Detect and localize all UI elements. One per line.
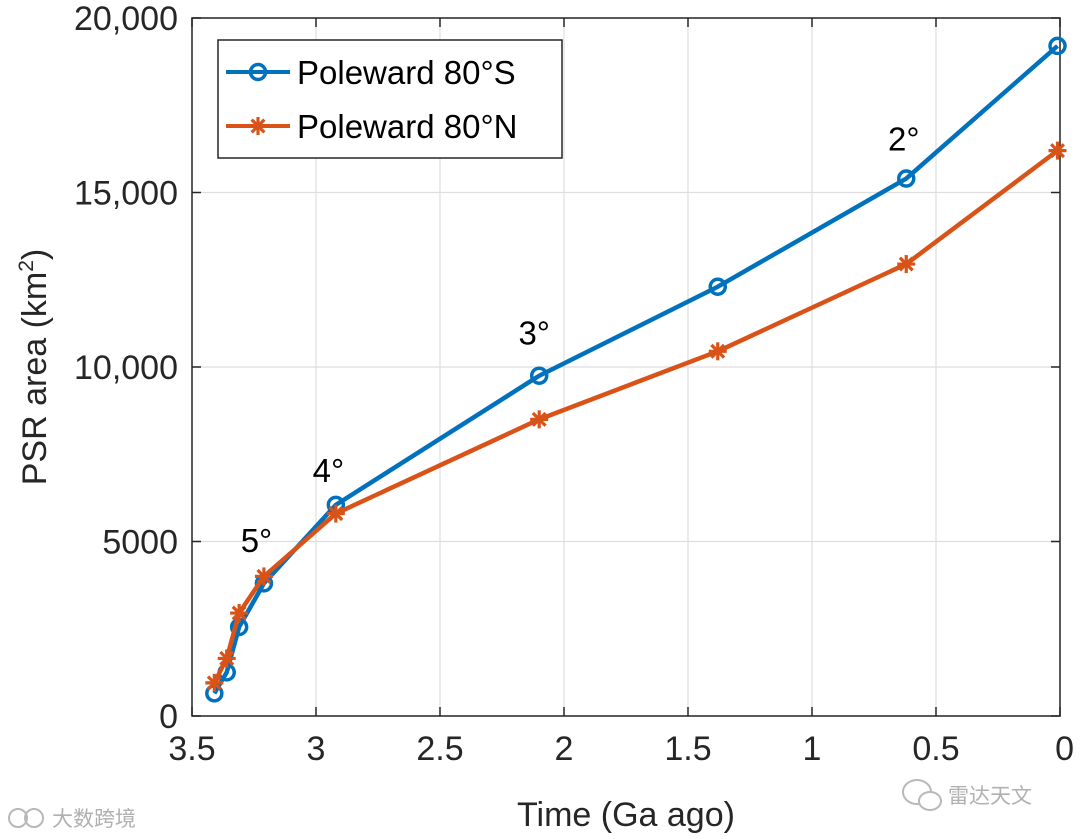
y-axis-label-main: PSR area (km <box>16 272 54 486</box>
legend: Poleward 80°S Poleward 80°N <box>217 39 563 159</box>
data-point <box>708 277 728 296</box>
x-tick-label: 1 <box>803 730 822 768</box>
y-axis-label: PSR area (km2) <box>15 249 54 486</box>
y-tick-label: 15,000 <box>74 175 178 213</box>
annotation-label: 2° <box>888 121 920 158</box>
watermark-left-text: 大数跨境 <box>52 807 136 831</box>
x-tick-label: 3 <box>307 730 326 768</box>
data-point <box>326 504 345 523</box>
series-layer <box>205 36 1067 703</box>
x-tick-label: 3.5 <box>168 730 215 768</box>
x-axis-label: Time (Ga ago) <box>517 796 735 834</box>
data-point <box>254 567 273 586</box>
data-point <box>708 342 727 361</box>
data-point <box>530 410 549 429</box>
wechat-icon-2 <box>918 791 942 811</box>
ticks: 3.5 3 2.5 2 1.5 1 0.5 0 0 5000 10,000 15,000 20,000 <box>74 0 1074 768</box>
data-point <box>205 673 224 692</box>
x-tick-label: 1.5 <box>664 730 711 768</box>
annotations: 5° 4° 3° 2° <box>241 121 920 559</box>
legend-label-south: Poleward 80°S <box>297 54 516 91</box>
y-tick-label: 10,000 <box>74 349 178 387</box>
data-point <box>1048 36 1067 56</box>
legend-box <box>217 39 563 159</box>
data-point <box>217 649 236 668</box>
y-axis-label-tail: ) <box>16 249 54 260</box>
watermark-left-logo-icon <box>8 808 28 828</box>
x-tick-label: 0 <box>1055 730 1074 768</box>
data-point <box>529 366 549 385</box>
data-point <box>897 255 916 274</box>
watermark-right: 雷达天文 <box>902 779 1032 811</box>
data-point <box>1048 141 1067 160</box>
x-tick-label: 2 <box>555 730 574 768</box>
y-tick-label: 0 <box>159 698 178 736</box>
legend-label-north: Poleward 80°N <box>297 108 517 145</box>
x-tick-label: 2.5 <box>416 730 463 768</box>
watermark-left: 大数跨境 <box>8 807 136 831</box>
annotation-label: 3° <box>518 314 550 351</box>
legend-marker-north <box>249 117 267 135</box>
y-tick-label: 5000 <box>102 524 178 562</box>
legend-asterisk <box>249 117 267 135</box>
annotation-label: 4° <box>313 452 345 489</box>
annotation-label: 5° <box>241 522 273 559</box>
watermark-right-text: 雷达天文 <box>948 784 1032 808</box>
y-tick-label: 20,000 <box>74 0 178 38</box>
y-axis-label-sup: 2 <box>15 260 38 272</box>
data-point <box>230 604 249 623</box>
watermark-left-logo-icon-2 <box>24 808 44 828</box>
data-point <box>896 169 916 188</box>
legend-marker-south <box>248 62 268 82</box>
x-tick-label: 0.5 <box>912 730 959 768</box>
